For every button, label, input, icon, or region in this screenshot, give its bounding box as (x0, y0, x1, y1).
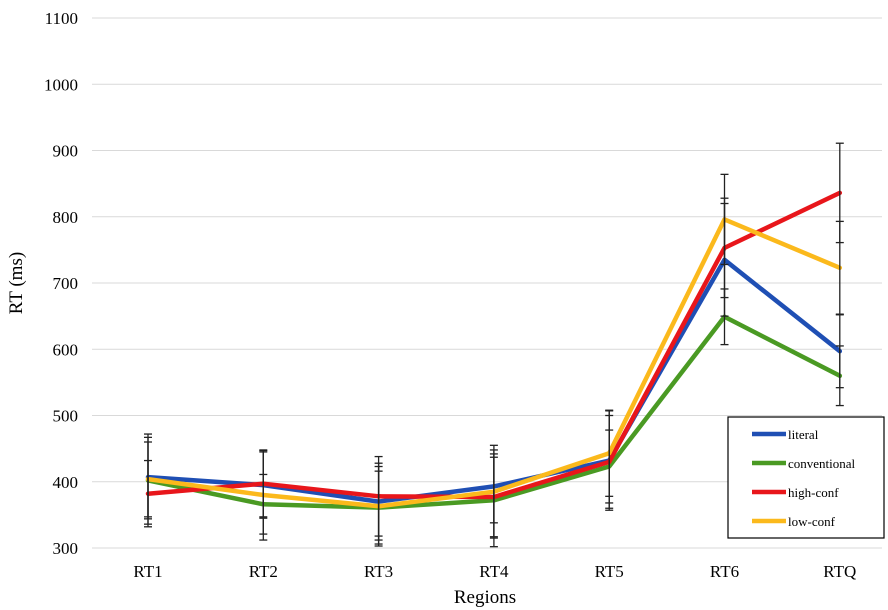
x-tick-label: RT4 (479, 562, 509, 581)
legend-label: low-conf (788, 514, 836, 529)
y-tick-label: 500 (53, 407, 79, 426)
error-bar-low-conf (259, 449, 268, 541)
x-tick-label: RT5 (595, 562, 624, 581)
y-tick-label: 700 (53, 274, 79, 293)
error-bar-low-conf (720, 173, 729, 266)
error-bar-low-conf (489, 444, 498, 539)
x-tick-label: RTQ (823, 562, 856, 581)
y-tick-label: 1000 (44, 75, 78, 94)
legend-item-high-conf: high-conf (752, 485, 839, 500)
y-tick-label: 600 (53, 340, 79, 359)
error-bar-low-conf (835, 220, 844, 315)
legend-label: high-conf (788, 485, 839, 500)
y-tick-label: 300 (53, 539, 79, 558)
error-bar-low-conf (374, 465, 383, 547)
error-bar-low-conf (605, 409, 614, 497)
y-tick-label: 400 (53, 473, 79, 492)
y-tick-label: 1100 (45, 9, 78, 28)
x-tick-label: RT2 (249, 562, 278, 581)
error-bar-conventional (835, 345, 844, 407)
y-tick-label: 900 (53, 142, 79, 161)
error-bar-low-conf (144, 433, 152, 525)
legend-item-literal: literal (752, 427, 819, 442)
legend-label: conventional (788, 456, 856, 471)
legend-box (727, 416, 885, 539)
legend-item-conventional: conventional (752, 456, 856, 471)
x-tick-label: RT1 (133, 562, 162, 581)
x-tick-label: RT3 (364, 562, 393, 581)
y-tick-label: 800 (53, 208, 79, 227)
legend: literal conventional high-conf low-conf (727, 416, 885, 539)
y-axis-title: RT (ms) (6, 252, 27, 314)
x-axis-title: Regions (454, 587, 516, 608)
x-tick-labels: RT1 RT2 RT3 RT4 RT5 RT6 RTQ (133, 562, 856, 581)
legend-label: literal (788, 427, 819, 442)
x-tick-label: RT6 (710, 562, 739, 581)
error-bars (144, 142, 844, 548)
legend-item-low-conf: low-conf (752, 514, 836, 529)
y-tick-labels: 300 400 500 600 700 800 900 1000 1100 (44, 9, 78, 558)
